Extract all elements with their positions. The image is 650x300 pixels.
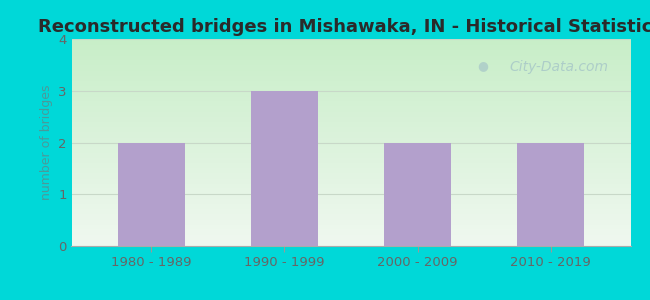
Y-axis label: number of bridges: number of bridges [40,85,53,200]
Bar [251,91,318,246]
Text: Reconstructed bridges in Mishawaka, IN - Historical Statistics: Reconstructed bridges in Mishawaka, IN -… [38,18,650,36]
Bar [384,142,451,246]
Bar [118,142,185,246]
Text: ●: ● [477,59,488,72]
Text: City-Data.com: City-Data.com [509,60,608,74]
Bar [517,142,584,246]
